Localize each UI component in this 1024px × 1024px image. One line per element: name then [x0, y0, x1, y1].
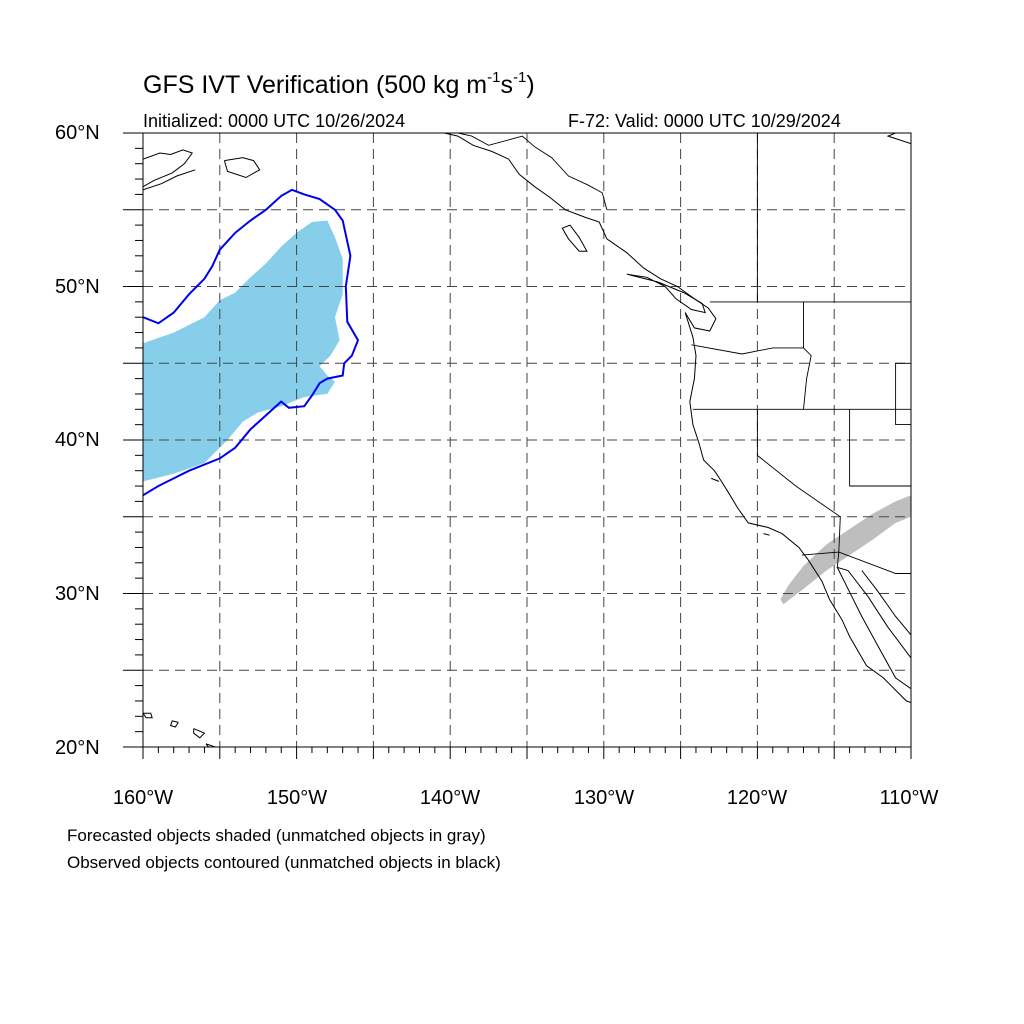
political-border [457, 133, 608, 210]
lon-label-130w: 130°W [573, 787, 635, 809]
coastline [684, 312, 911, 703]
political-border [836, 552, 840, 568]
lat-label-50n: 50°N [55, 276, 100, 298]
forecast-object-unmatched [780, 495, 911, 605]
coastline [143, 149, 194, 188]
object-fill-layer [143, 220, 911, 605]
coastline [143, 169, 196, 191]
lon-label-110w: 110°W [879, 787, 939, 809]
coastline [836, 566, 911, 690]
coastline [886, 133, 911, 145]
tick-mark-layer [123, 132, 912, 759]
lon-label-120w: 120°W [726, 787, 788, 809]
observed-object-contour [143, 188, 360, 497]
coastline [193, 728, 206, 739]
lat-label-60n: 60°N [55, 122, 100, 144]
lat-label-20n: 20°N [55, 737, 100, 759]
lon-label-160w: 160°W [112, 787, 174, 809]
coastline [443, 133, 717, 332]
coastline [763, 533, 770, 536]
gridline-layer [143, 133, 911, 747]
lon-label-140w: 140°W [419, 787, 481, 809]
political-border [895, 363, 911, 426]
coastline [711, 477, 720, 482]
initialized-time: Initialized: 0000 UTC 10/26/2024 [143, 111, 406, 131]
political-border [801, 551, 911, 574]
lat-label-30n: 30°N [55, 583, 100, 605]
plot-frame [142, 132, 912, 748]
chart-title: GFS IVT Verification (500 kg m-1s-1) [143, 68, 535, 99]
coastline [223, 157, 261, 179]
coastline [626, 273, 706, 314]
valid-time: F-72: Valid: 0000 UTC 10/29/2024 [568, 111, 841, 131]
political-border [803, 301, 812, 410]
legend-note-observed: Observed objects contoured (unmatched ob… [67, 853, 501, 872]
coastline-layer [143, 133, 911, 747]
coastline [561, 224, 588, 252]
legend-note-forecast: Forecasted objects shaded (unmatched obj… [67, 826, 486, 845]
lon-label-150w: 150°W [266, 787, 328, 809]
coastline [143, 712, 153, 719]
forecast-object-matched [143, 220, 343, 482]
political-border [849, 409, 911, 487]
political-border [691, 344, 804, 355]
coastline [205, 743, 217, 747]
coastline [861, 570, 911, 636]
political-border [756, 409, 841, 553]
lat-label-40n: 40°N [55, 429, 100, 451]
observed-contour-layer [143, 188, 360, 497]
coastline [169, 720, 179, 728]
